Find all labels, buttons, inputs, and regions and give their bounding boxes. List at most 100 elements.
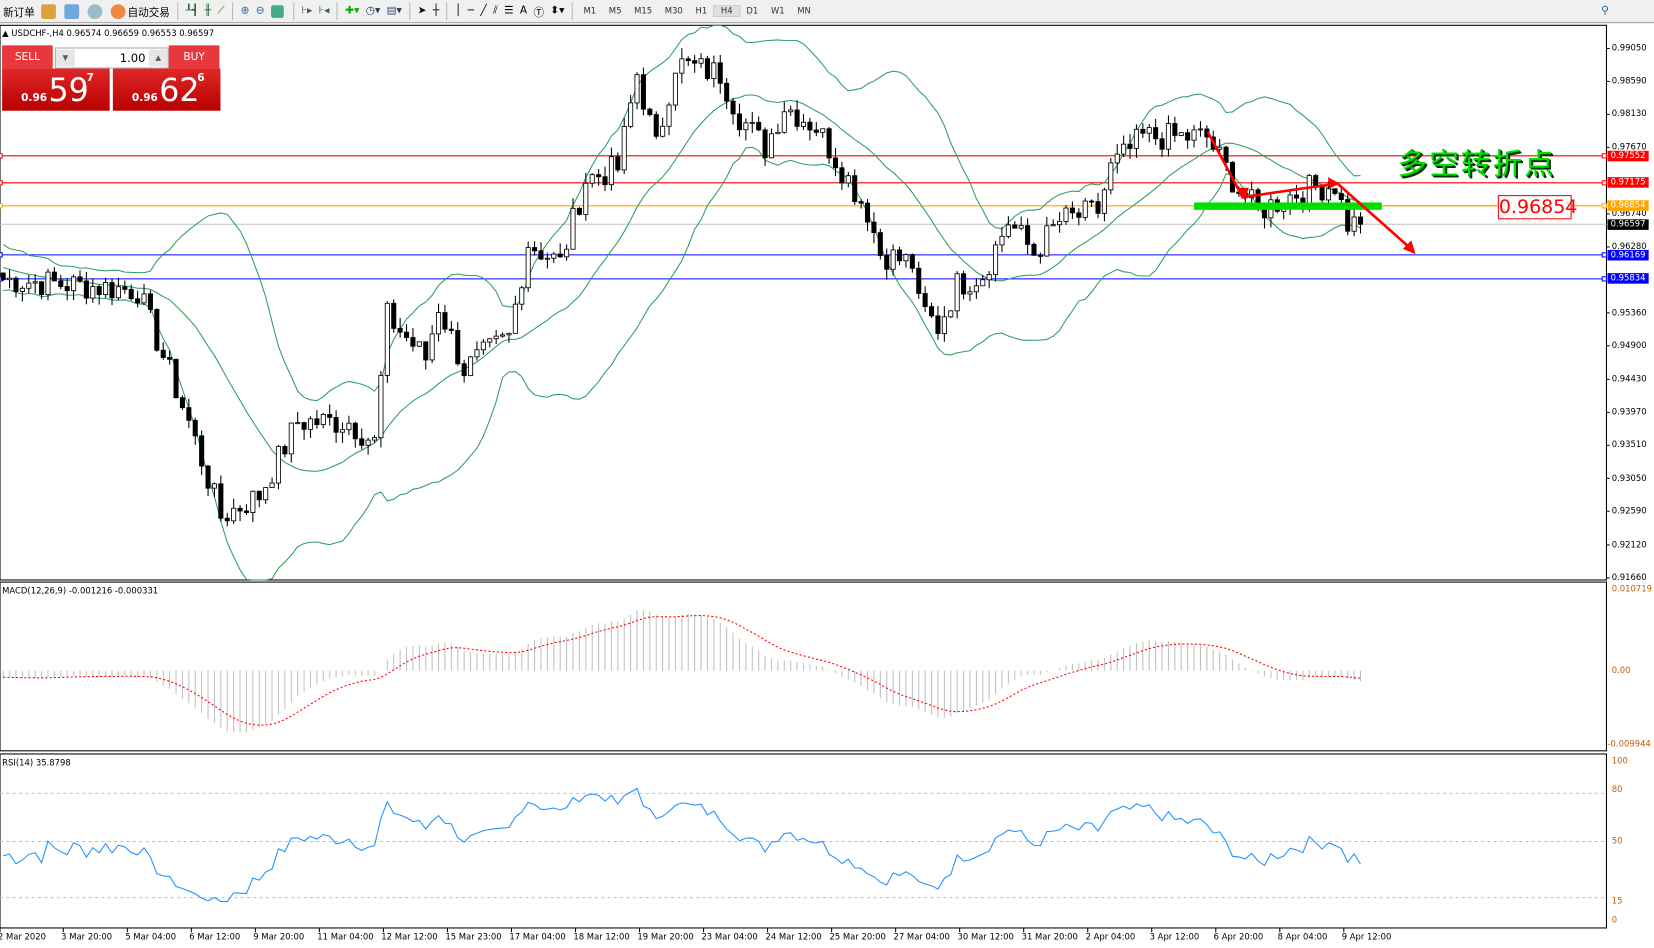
candle-bear	[685, 58, 691, 62]
cursor-button[interactable]: ➤	[414, 2, 429, 21]
candle-bull	[583, 182, 589, 215]
new-chart-button[interactable]: ✚▾	[342, 2, 362, 21]
timeframe-d1[interactable]: D1	[746, 6, 759, 16]
candle-bear	[403, 331, 410, 338]
candle-bear	[256, 490, 262, 501]
signals-button[interactable]	[84, 2, 107, 21]
candle-bear	[301, 422, 307, 430]
candle-bear	[1012, 224, 1018, 229]
lot-increase-button[interactable]: ▲	[148, 49, 168, 67]
candle-bull	[1197, 128, 1203, 131]
time-axis-label: 5 Mar 04:00	[125, 932, 177, 942]
candle-bull	[71, 276, 77, 292]
periodicity-button[interactable]: ◷▾	[363, 2, 384, 21]
candle-bear	[1127, 143, 1133, 149]
price-axis-label: 0.92120	[1611, 539, 1647, 550]
zoom-out-button[interactable]: ⊖	[253, 2, 268, 21]
timeframe-m15[interactable]: M15	[634, 6, 653, 16]
line-chart-button[interactable]: ⟋	[214, 2, 228, 21]
crosshair-button[interactable]: ┼	[430, 2, 443, 21]
auto-trading-button[interactable]: 自动交易	[108, 2, 173, 21]
candle-bear	[1293, 194, 1300, 199]
candle-bull	[986, 274, 992, 281]
search-button[interactable]: ⚲	[1598, 2, 1612, 21]
buy-price[interactable]: 0.96 62 6	[112, 68, 221, 111]
timeframe-h1[interactable]: H1	[695, 6, 708, 16]
candle-bear	[1185, 132, 1191, 141]
candle-bear	[532, 247, 538, 252]
macd-pane-frame	[0, 581, 1607, 752]
timeframe-m30[interactable]: M30	[664, 6, 683, 16]
fibonacci-button[interactable]: ☰	[501, 2, 517, 21]
candle-bear	[96, 286, 102, 295]
candle-bull	[365, 439, 371, 446]
candle-bull	[711, 62, 717, 79]
equidistant-channel-button[interactable]: ⫽	[490, 2, 501, 21]
timeframe-mn[interactable]: MN	[797, 6, 811, 16]
buy-price-pips: 62	[159, 72, 200, 110]
arrow-head-icon	[1327, 177, 1340, 189]
candle-bear	[858, 201, 864, 204]
candle-bear	[724, 82, 730, 102]
candle-bull	[19, 287, 25, 292]
autoscroll-button[interactable]: ⊦◂	[315, 2, 332, 21]
candlestick-button[interactable]: ╫	[202, 2, 215, 21]
chart-shift-button[interactable]: ⊦▸	[298, 2, 315, 21]
zoom-in-button[interactable]: ⊕	[237, 2, 252, 21]
rsi-axis-80: 80	[1611, 784, 1623, 795]
time-axis-label: 3 Apr 12:00	[1149, 932, 1200, 942]
templates-button[interactable]: ▤▾	[383, 2, 405, 21]
candle-bull	[698, 58, 704, 64]
candle-bull	[141, 293, 147, 304]
bar-chart-button[interactable]: ┸┫	[182, 2, 201, 21]
candle-bull	[480, 341, 486, 351]
candle-bull	[980, 279, 986, 287]
candle-bull	[1146, 127, 1152, 134]
candle-bull	[589, 174, 595, 184]
candle-bull	[564, 248, 570, 258]
candle-bear	[961, 273, 967, 295]
candle-bull	[115, 286, 121, 299]
text-label-button[interactable]: Ⓣ	[530, 2, 547, 21]
time-axis-label: 8 Apr 04:00	[1277, 932, 1328, 942]
level-handle	[1601, 252, 1607, 258]
timeframe-h4[interactable]: H4	[713, 5, 741, 17]
candle-bear	[243, 510, 249, 513]
search-icon: ⚲	[1601, 5, 1609, 17]
navigator-button[interactable]	[61, 2, 84, 21]
candle-bull	[378, 374, 384, 439]
buy-button[interactable]: BUY	[168, 45, 220, 69]
text-button[interactable]: A	[517, 2, 531, 21]
vertical-line-button[interactable]: │	[452, 2, 465, 21]
sell-button[interactable]: SELL	[2, 45, 53, 69]
market-watch-button[interactable]	[38, 2, 61, 21]
candle-bull	[307, 418, 314, 430]
candle-bear	[826, 128, 832, 159]
lot-value[interactable]: 1.00	[119, 51, 146, 65]
candle-bull	[1178, 132, 1184, 136]
candle-bear	[448, 328, 454, 331]
new-order-button[interactable]: 新订单	[0, 2, 38, 21]
candle-bear	[647, 108, 653, 116]
timeframe-m5[interactable]: M5	[608, 6, 622, 16]
lot-decrease-button[interactable]: ▼	[55, 49, 75, 67]
candle-bull	[275, 446, 282, 484]
candle-bear	[839, 167, 845, 184]
sell-price[interactable]: 0.96 59 7	[2, 68, 110, 111]
horizontal-line-button[interactable]: ─	[465, 2, 478, 21]
candle-bear	[807, 121, 813, 131]
separator	[232, 2, 234, 21]
candle-bear	[314, 418, 320, 426]
arrows-button[interactable]: ⬍▾	[547, 2, 567, 21]
timeframe-m1[interactable]: M1	[583, 6, 597, 16]
tile-windows-button[interactable]	[268, 2, 289, 21]
level-handle	[1601, 180, 1607, 186]
horizontal-line-icon: ─	[467, 5, 475, 17]
rsi-line	[3, 787, 1361, 903]
trendline-button[interactable]: ╱	[477, 2, 490, 21]
candle-bear	[410, 337, 416, 347]
lot-size-input[interactable]: ▼ 1.00 ▲	[54, 47, 169, 69]
timeframe-w1[interactable]: W1	[770, 6, 785, 16]
candle-bull	[608, 156, 614, 186]
